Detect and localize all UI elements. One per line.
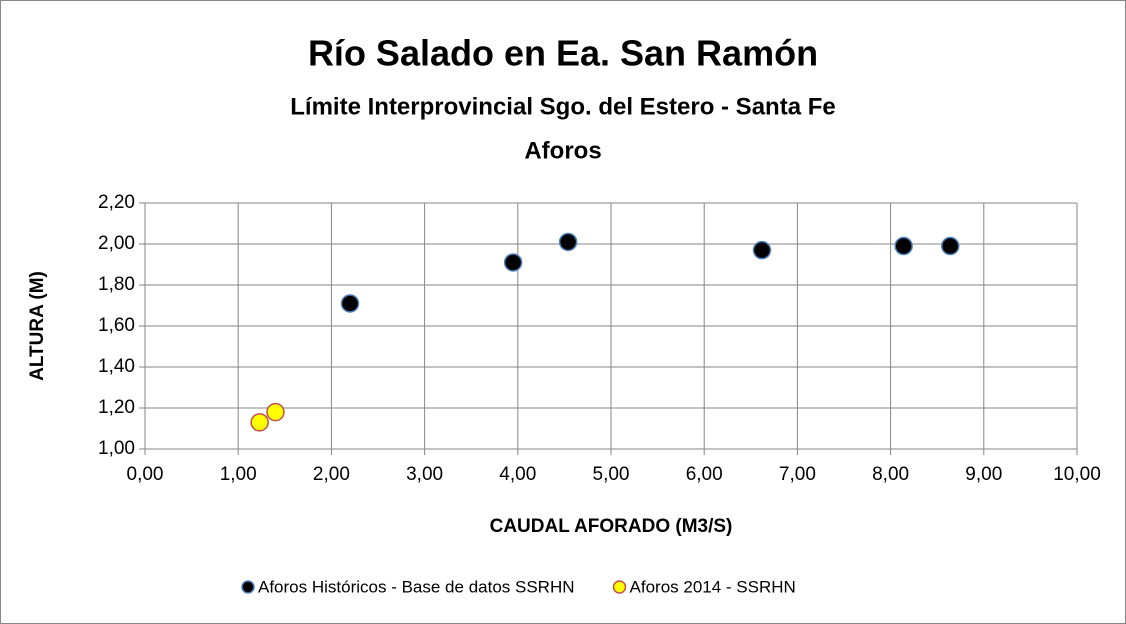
y-tick-label: 1,80	[98, 274, 135, 295]
data-point	[340, 294, 360, 313]
x-tick-label: 8,00	[872, 464, 909, 485]
x-tick-label: 6,00	[686, 464, 723, 485]
x-tick-label: 5,00	[593, 464, 630, 485]
y-tick-label: 1,20	[98, 397, 135, 418]
data-point	[558, 232, 578, 252]
y-tick-label: 1,40	[98, 356, 135, 377]
x-axis-label: CAUDAL AFORADO (M3/S)	[490, 516, 733, 537]
y-tick-label: 1,60	[98, 315, 135, 336]
x-tick-label: 7,00	[779, 464, 816, 485]
y-tick-label: 2,00	[98, 233, 135, 254]
y-axis-label: ALTURA (M)	[27, 271, 48, 381]
data-point	[940, 236, 960, 256]
x-tick-label: 0,00	[127, 464, 164, 485]
chart-title: Río Salado en Ea. San Ramón	[308, 33, 818, 74]
data-point	[894, 236, 913, 256]
x-tick-label: 10,00	[1053, 464, 1101, 485]
legend-label: Aforos Históricos - Base de datos SSRHN	[258, 577, 575, 596]
data-point	[752, 240, 772, 260]
x-tick-label: 4,00	[499, 464, 536, 485]
data-point	[503, 253, 523, 272]
y-tick-label: 2,20	[98, 192, 135, 213]
chart-subtitle: Límite Interprovincial Sgo. del Estero -…	[290, 93, 835, 120]
legend-marker	[241, 580, 255, 594]
data-point	[250, 413, 269, 432]
legend-marker	[612, 580, 627, 594]
x-tick-label: 1,00	[220, 464, 257, 485]
x-tick-label: 3,00	[406, 464, 443, 485]
legend-label: Aforos 2014 - SSRHN	[630, 577, 796, 596]
data-point	[266, 402, 285, 422]
y-tick-label: 1,00	[98, 438, 135, 459]
x-tick-label: 2,00	[313, 464, 350, 485]
chart-subtitle: Aforos	[524, 137, 601, 164]
x-tick-label: 9,00	[965, 464, 1002, 485]
